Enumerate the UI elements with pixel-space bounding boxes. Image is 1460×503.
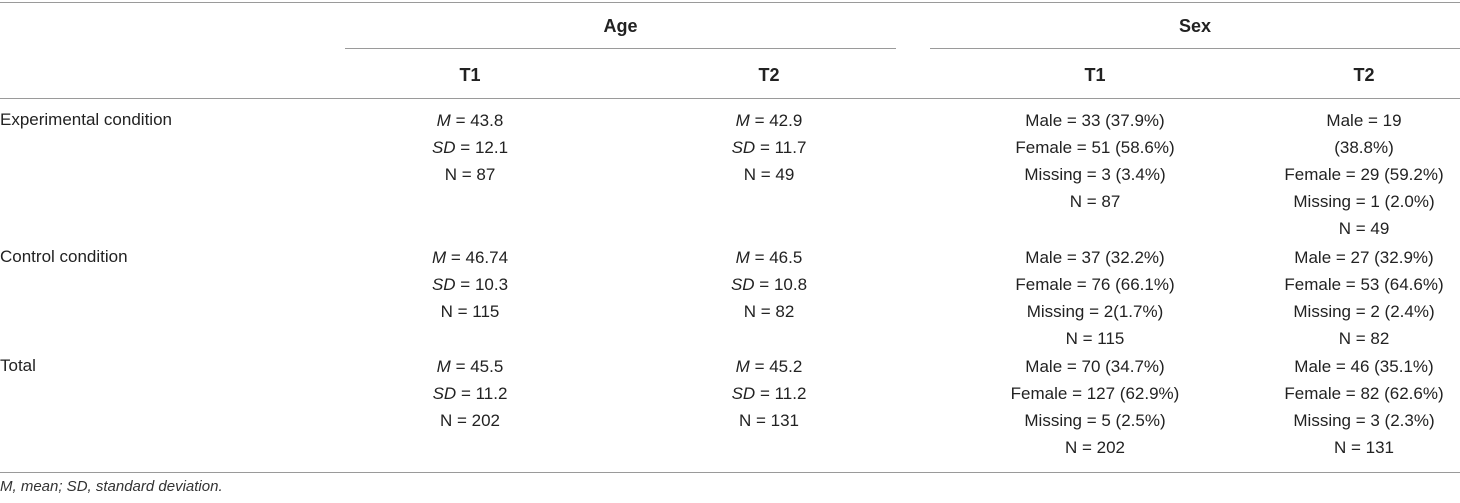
sex-group-rule xyxy=(930,48,1460,49)
n-value: N = 49 xyxy=(743,165,795,184)
mean-symbol: M xyxy=(431,248,447,267)
mean-value: = 45.5 xyxy=(455,357,504,376)
mean-value: = 45.2 xyxy=(754,357,803,376)
female-value: Female = 127 (62.9%) xyxy=(1010,384,1180,403)
male-value: Male = 70 (34.7%) xyxy=(1025,357,1165,376)
sd-symbol: SD xyxy=(730,275,755,294)
missing-value: Missing = 2 (2.4%) xyxy=(1293,302,1435,321)
sd-value: = 10.8 xyxy=(759,275,808,294)
cell-total-sex-t1: Male = 70 (34.7%) Female = 127 (62.9%) M… xyxy=(965,353,1225,461)
row-label-experimental: Experimental condition xyxy=(0,110,172,129)
cell-exp-sex-t2: Male = 19 (38.8%) Female = 29 (59.2%) Mi… xyxy=(1254,107,1460,242)
male-value: Male = 37 (32.2%) xyxy=(1025,248,1165,267)
sd-value: = 12.1 xyxy=(460,138,509,157)
missing-value: Missing = 3 (3.4%) xyxy=(1024,165,1166,184)
cell-total-sex-t2: Male = 46 (35.1%) Female = 82 (62.6%) Mi… xyxy=(1254,353,1460,461)
cell-ctrl-sex-t2: Male = 27 (32.9%) Female = 53 (64.6%) Mi… xyxy=(1254,244,1460,352)
mean-value: = 46.74 xyxy=(450,248,509,267)
missing-value: Missing = 2(1.7%) xyxy=(1026,302,1164,321)
sd-symbol: SD xyxy=(731,138,756,157)
missing-value: Missing = 1 (2.0%) xyxy=(1293,192,1435,211)
cell-total-age-t1: M = 45.5 SD = 11.2 N = 202 xyxy=(370,353,570,434)
male-value: Male = 27 (32.9%) xyxy=(1294,248,1434,267)
n-value: N = 82 xyxy=(1338,329,1390,348)
mean-symbol: M xyxy=(735,111,750,130)
cell-exp-age-t1: M = 43.8 SD = 12.1 N = 87 xyxy=(370,107,570,188)
sd-symbol: SD xyxy=(431,275,456,294)
top-rule xyxy=(0,2,1460,3)
header-age: Age xyxy=(603,16,638,36)
mean-value: = 42.9 xyxy=(754,111,803,130)
n-value: N = 82 xyxy=(743,302,795,321)
header-sex-t1: T1 xyxy=(1084,65,1106,85)
female-value: Female = 51 (58.6%) xyxy=(1015,138,1175,157)
female-value: Female = 76 (66.1%) xyxy=(1015,275,1175,294)
cell-ctrl-age-t2: M = 46.5 SD = 10.8 N = 82 xyxy=(669,244,869,325)
missing-value: Missing = 5 (2.5%) xyxy=(1024,411,1166,430)
cell-ctrl-age-t1: M = 46.74 SD = 10.3 N = 115 xyxy=(370,244,570,325)
row-label-control: Control condition xyxy=(0,247,128,266)
male-value: Male = 19 xyxy=(1326,111,1402,130)
n-value: N = 202 xyxy=(439,411,500,430)
mean-symbol: M xyxy=(735,357,750,376)
n-value: N = 115 xyxy=(1065,329,1125,348)
sd-symbol: SD xyxy=(431,138,456,157)
cell-ctrl-sex-t1: Male = 37 (32.2%) Female = 76 (66.1%) Mi… xyxy=(965,244,1225,352)
n-value: N = 115 xyxy=(440,302,500,321)
cell-exp-age-t2: M = 42.9 SD = 11.7 N = 49 xyxy=(669,107,869,188)
mean-symbol: M xyxy=(436,357,451,376)
mean-symbol: M xyxy=(735,248,750,267)
mean-symbol: M xyxy=(436,111,451,130)
n-value: N = 49 xyxy=(1338,219,1390,238)
header-age-t2: T2 xyxy=(758,65,780,85)
header-sex: Sex xyxy=(1178,16,1212,36)
bottom-rule xyxy=(0,472,1460,473)
sd-value: = 11.7 xyxy=(759,138,807,157)
n-value: N = 131 xyxy=(1333,438,1394,457)
male-value: Male = 33 (37.9%) xyxy=(1025,111,1165,130)
n-value: N = 202 xyxy=(1064,438,1125,457)
header-age-t1: T1 xyxy=(459,65,481,85)
sd-value: = 11.2 xyxy=(759,384,807,403)
mean-value: = 46.5 xyxy=(754,248,803,267)
sd-symbol: SD xyxy=(731,384,756,403)
sd-value: = 11.2 xyxy=(460,384,508,403)
male-percent: (38.8%) xyxy=(1334,138,1394,157)
n-value: N = 131 xyxy=(738,411,799,430)
female-value: Female = 82 (62.6%) xyxy=(1284,384,1444,403)
cell-exp-sex-t1: Male = 33 (37.9%) Female = 51 (58.6%) Mi… xyxy=(965,107,1225,215)
mean-value: = 43.8 xyxy=(455,111,504,130)
table-footnote: M, mean; SD, standard deviation. xyxy=(0,478,223,495)
missing-value: Missing = 3 (2.3%) xyxy=(1293,411,1435,430)
cell-total-age-t2: M = 45.2 SD = 11.2 N = 131 xyxy=(669,353,869,434)
female-value: Female = 29 (59.2%) xyxy=(1284,165,1444,184)
n-value: N = 87 xyxy=(444,165,496,184)
age-group-rule xyxy=(345,48,896,49)
row-label-total: Total xyxy=(0,356,36,375)
female-value: Female = 53 (64.6%) xyxy=(1284,275,1444,294)
sd-symbol: SD xyxy=(432,384,457,403)
sd-value: = 10.3 xyxy=(460,275,509,294)
header-bottom-rule xyxy=(0,98,1460,99)
male-value: Male = 46 (35.1%) xyxy=(1294,357,1434,376)
n-value: N = 87 xyxy=(1069,192,1121,211)
header-sex-t2: T2 xyxy=(1353,65,1375,85)
